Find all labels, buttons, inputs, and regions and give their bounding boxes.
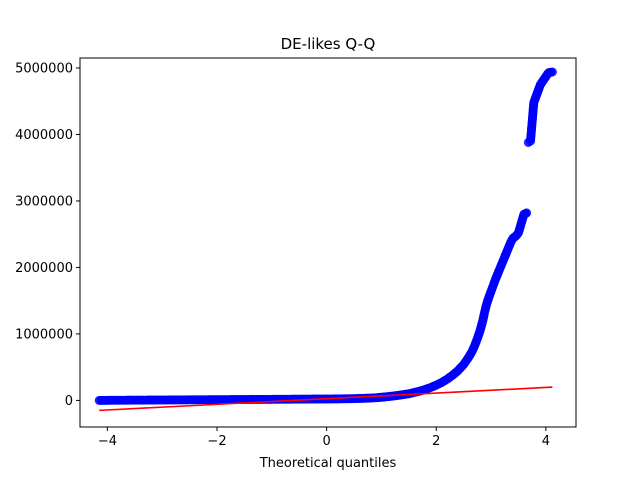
axes-frame [79,57,577,428]
chart-title: DE-likes Q-Q [281,35,376,53]
y-tick-label: 4000000 [15,128,73,143]
reference-line [99,386,553,412]
fit-line-layer [99,386,553,412]
x-tick-label: 4 [542,434,550,449]
x-tick-label: −4 [98,434,117,449]
y-tick-label: 3000000 [15,194,73,209]
x-tick-label: −2 [207,434,226,449]
x-tick-label: 2 [432,434,440,449]
data-point [547,67,557,77]
y-tick-label: 0 [65,394,73,409]
y-tick-label: 2000000 [15,261,73,276]
x-axis-ticks: −4 −2 0 2 4 [98,427,550,449]
y-axis-ticks: 0 1000000 2000000 3000000 4000000 5000000 [15,61,80,409]
x-axis-label: Theoretical quantiles [259,456,397,471]
data-point [522,208,532,218]
y-tick-label: 1000000 [15,327,73,342]
y-tick-label: 5000000 [15,61,73,76]
x-tick-label: 0 [322,434,330,449]
